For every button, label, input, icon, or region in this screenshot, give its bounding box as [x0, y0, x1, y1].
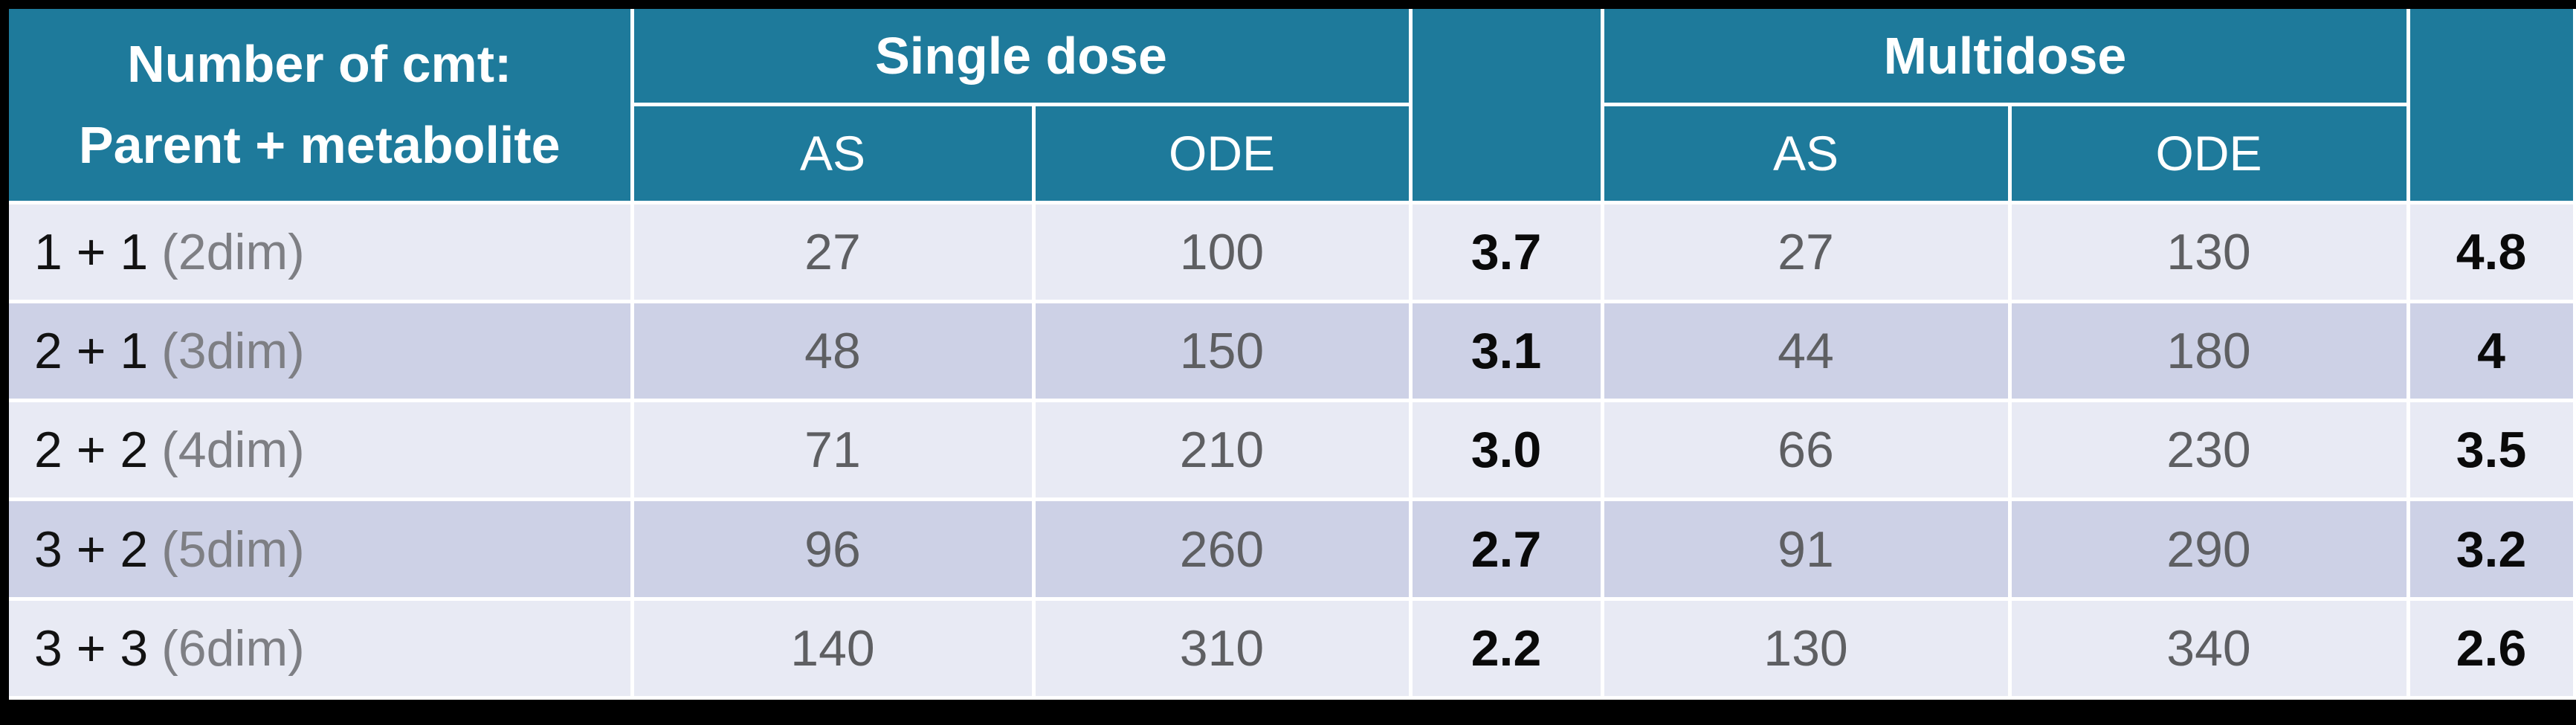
single-dose-ode-value: 260	[1033, 499, 1413, 601]
single-dose-ratio-header-spacer	[1410, 9, 1604, 204]
table-row: 1 + 1 (2dim) 27 100 3.7 27 130 4.8	[9, 202, 2576, 303]
row-label: 3 + 3	[34, 619, 149, 677]
multidose-ratio-value: 4.8	[2408, 202, 2576, 303]
single-dose-ode-value: 150	[1033, 301, 1413, 403]
row-label-cell: 2 + 2 (4dim)	[9, 400, 634, 502]
single-dose-ode-value: 210	[1033, 400, 1413, 502]
row-label: 2 + 2	[34, 422, 149, 479]
multidose-ratio-value: 3.2	[2408, 499, 2576, 601]
multidose-as-value: 130	[1602, 599, 2012, 700]
single-dose-as-value: 140	[632, 599, 1036, 700]
table-row: 2 + 2 (4dim) 71 210 3.0 66 230 3.5	[9, 400, 2576, 502]
single-dose-ratio-value: 2.7	[1410, 499, 1604, 601]
header-sub-row: AS ODE AS ODE	[9, 104, 2575, 204]
table-row: 2 + 1 (3dim) 48 150 3.1 44 180 4	[9, 301, 2576, 403]
corner-header-line1: Number of cmt:	[127, 35, 512, 94]
corner-header: Number of cmt: Parent + metabolite	[9, 9, 634, 204]
table-row: 3 + 3 (6dim) 140 310 2.2 130 340 2.6	[9, 599, 2576, 700]
single-dose-ode-value: 310	[1033, 599, 1413, 700]
multidose-ratio-value: 3.5	[2408, 400, 2576, 502]
row-label-dim: (2dim)	[161, 223, 305, 280]
row-label-dim: (3dim)	[161, 322, 305, 379]
row-label-dim: (6dim)	[161, 619, 305, 677]
multidose-group-header: Multidose	[1602, 9, 2410, 106]
multidose-as-header: AS	[1602, 104, 2012, 204]
multidose-ode-value: 290	[2010, 499, 2410, 601]
row-label: 2 + 1	[34, 322, 149, 379]
multidose-as-value: 66	[1602, 400, 2012, 502]
single-dose-as-value: 27	[632, 202, 1036, 303]
single-dose-ratio-value: 3.0	[1410, 400, 1604, 502]
single-dose-as-header: AS	[632, 104, 1036, 204]
multidose-ode-value: 340	[2010, 599, 2410, 700]
row-label-dim: (5dim)	[161, 521, 305, 578]
multidose-ode-header: ODE	[2010, 104, 2410, 204]
single-dose-as-value: 71	[632, 400, 1036, 502]
multidose-as-value: 44	[1602, 301, 2012, 403]
row-label: 1 + 1	[34, 223, 149, 280]
multidose-ratio-header-spacer	[2408, 9, 2576, 204]
single-dose-as-value: 48	[632, 301, 1036, 403]
row-label-cell: 2 + 1 (3dim)	[9, 301, 634, 403]
single-dose-ode-header: ODE	[1033, 104, 1413, 204]
runtime-comparison-table: Number of cmt: Parent + metabolite Singl…	[9, 9, 2576, 700]
table-row: 3 + 2 (5dim) 96 260 2.7 91 290 3.2	[9, 499, 2576, 601]
single-dose-as-value: 96	[632, 499, 1036, 601]
corner-header-line2: Parent + metabolite	[78, 115, 561, 174]
single-dose-ratio-value: 3.1	[1410, 301, 1604, 403]
multidose-ode-value: 230	[2010, 400, 2410, 502]
multidose-ode-value: 130	[2010, 202, 2410, 303]
multidose-ode-value: 180	[2010, 301, 2410, 403]
single-dose-ratio-value: 3.7	[1410, 202, 1604, 303]
multidose-ratio-value: 2.6	[2408, 599, 2576, 700]
single-dose-group-header: Single dose	[632, 9, 1413, 106]
single-dose-ode-value: 100	[1033, 202, 1413, 303]
row-label-cell: 3 + 3 (6dim)	[9, 599, 634, 700]
multidose-as-value: 91	[1602, 499, 2012, 601]
row-label: 3 + 2	[34, 521, 149, 578]
row-label-cell: 1 + 1 (2dim)	[9, 202, 634, 303]
row-label-cell: 3 + 2 (5dim)	[9, 499, 634, 601]
header-group-row: Number of cmt: Parent + metabolite Singl…	[9, 9, 2576, 204]
multidose-as-value: 27	[1602, 202, 2012, 303]
row-label-dim: (4dim)	[161, 422, 305, 479]
single-dose-ratio-value: 2.2	[1410, 599, 1604, 700]
multidose-ratio-value: 4	[2408, 301, 2576, 403]
